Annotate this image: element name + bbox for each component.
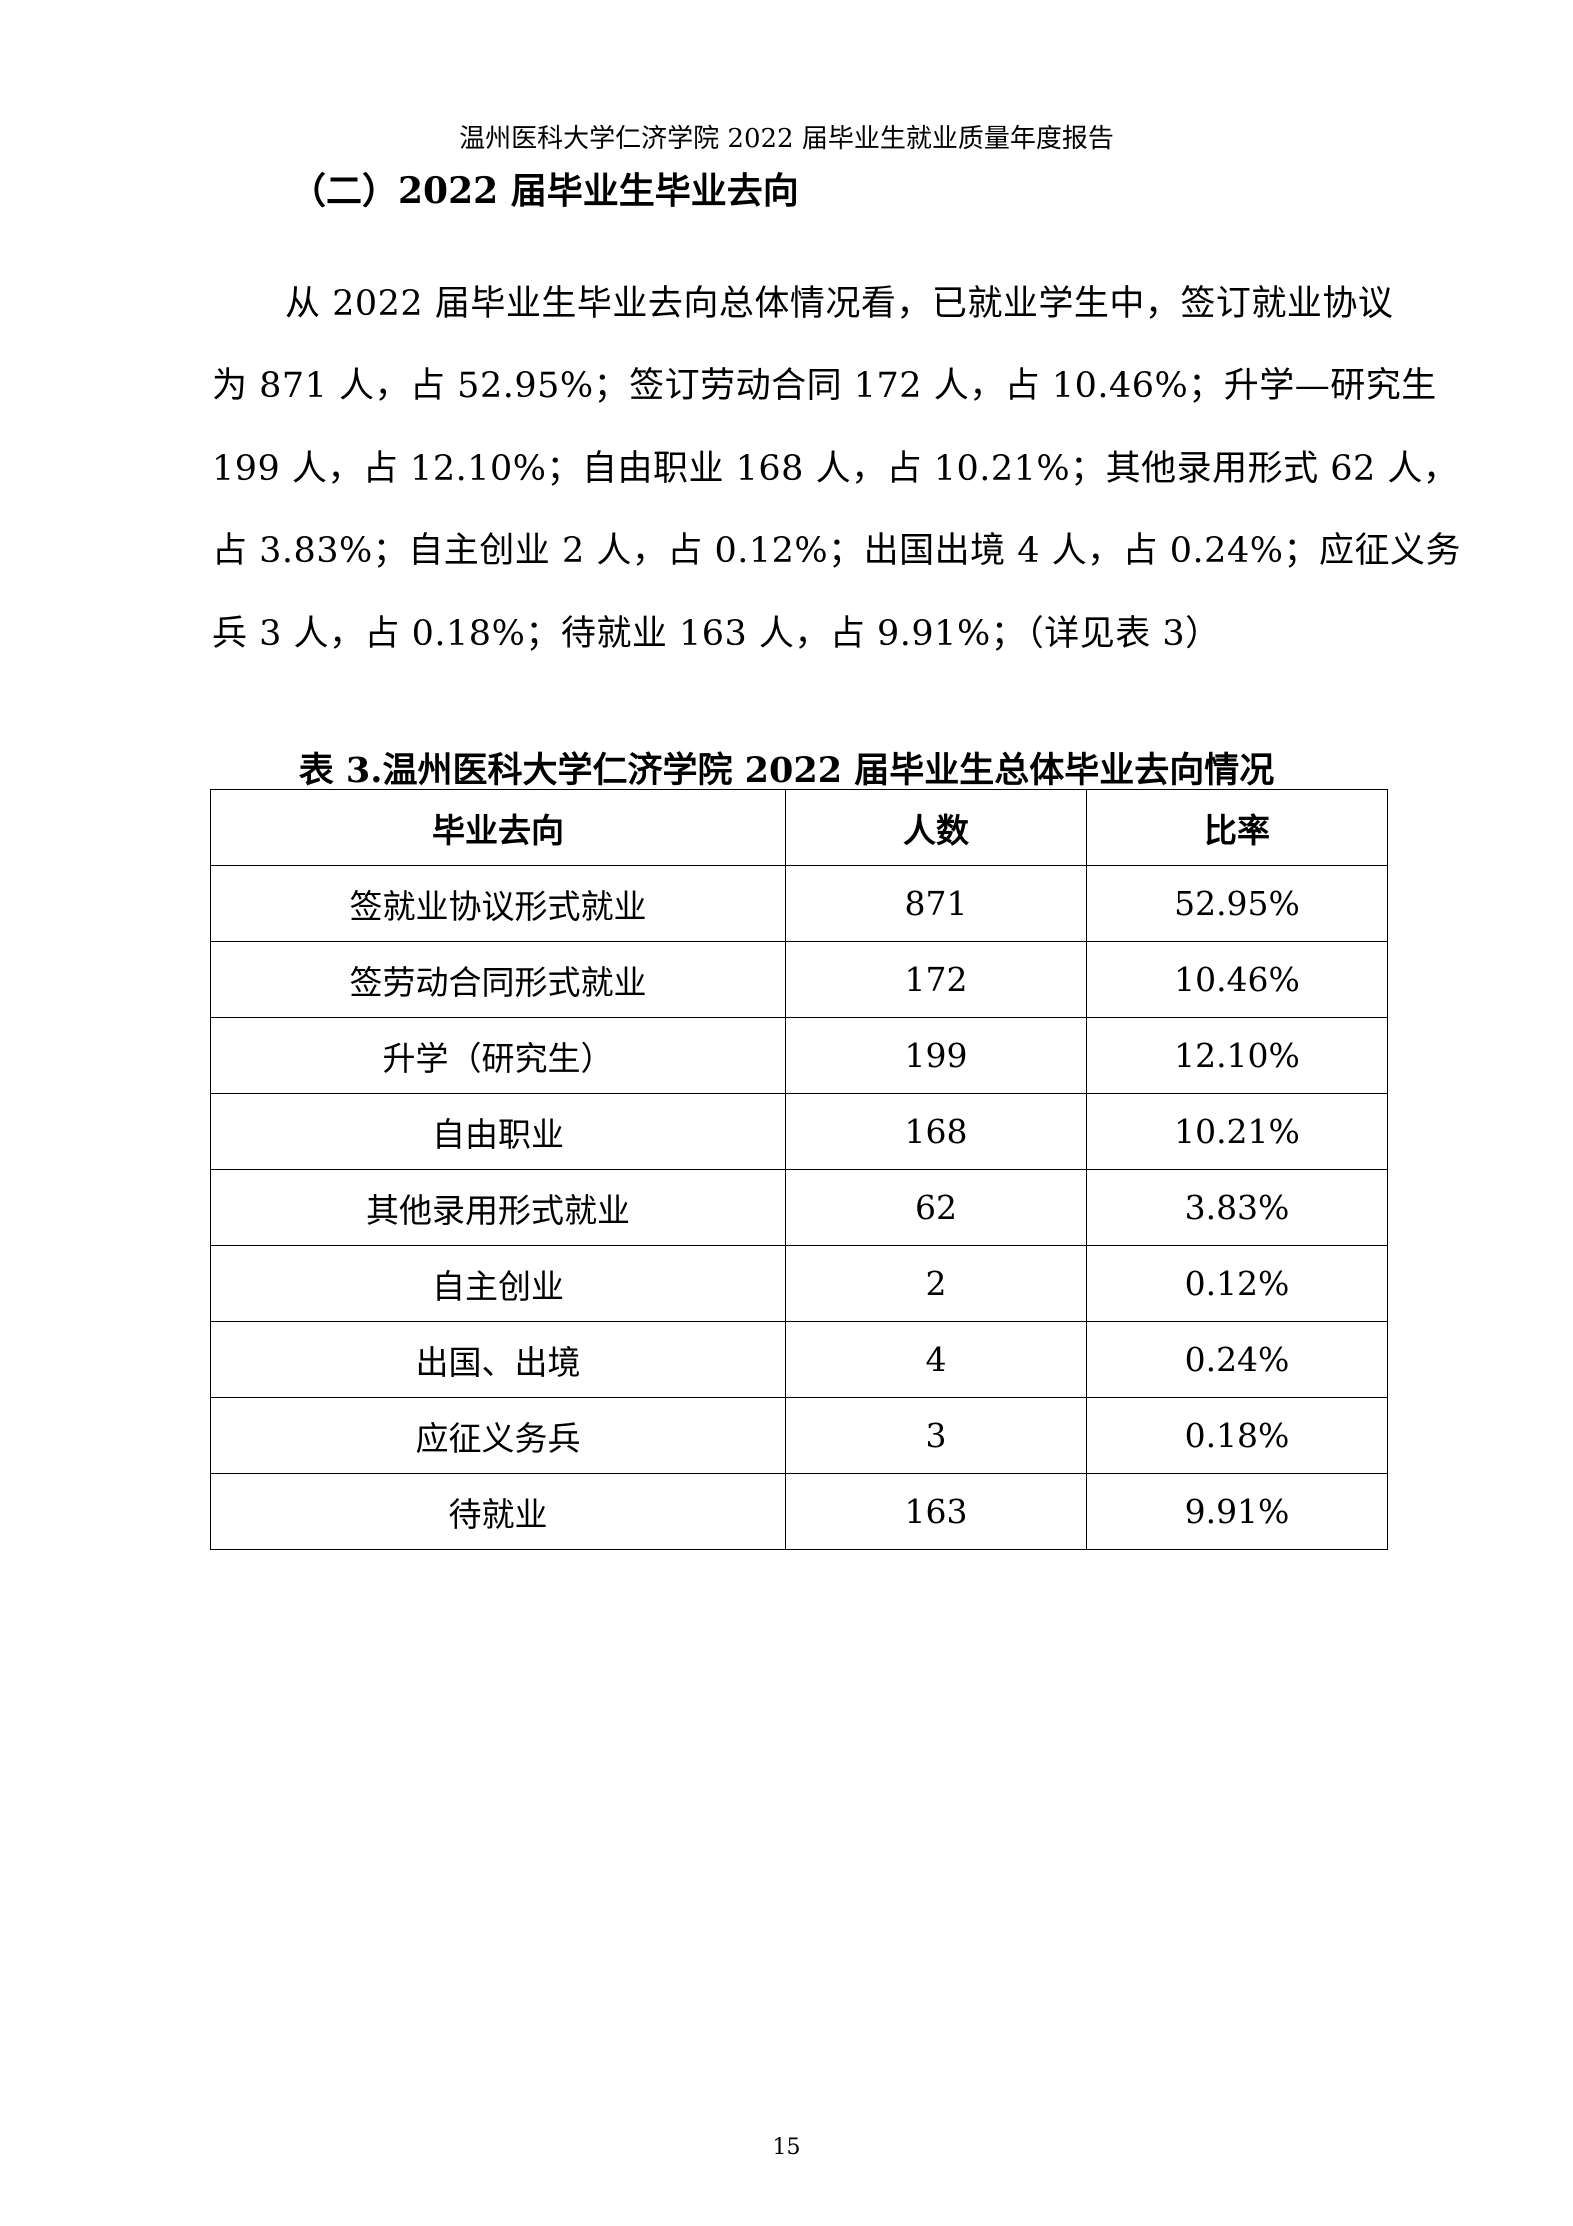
cell-rate: 0.12% — [1086, 1245, 1388, 1322]
cell-count: 62 — [785, 1169, 1087, 1246]
cell-count: 163 — [785, 1473, 1087, 1550]
cell-destination: 自主创业 — [210, 1245, 786, 1322]
cell-rate: 0.24% — [1086, 1321, 1388, 1398]
table-row: 升学（研究生） 199 12.10% — [210, 1017, 1388, 1094]
cell-destination: 自由职业 — [210, 1093, 786, 1170]
table-header-row: 毕业去向 人数 比率 — [210, 789, 1388, 866]
cell-count: 168 — [785, 1093, 1087, 1170]
table-row: 签劳动合同形式就业 172 10.46% — [210, 941, 1388, 1018]
paragraph-line: 兵 3 人，占 0.18%；待就业 163 人，占 9.91%；（详见表 3） — [212, 614, 1221, 654]
cell-rate: 9.91% — [1086, 1473, 1388, 1550]
cell-rate: 3.83% — [1086, 1169, 1388, 1246]
table-row: 自主创业 2 0.12% — [210, 1245, 1388, 1322]
cell-rate: 12.10% — [1086, 1017, 1388, 1094]
destination-table: 毕业去向 人数 比率 签就业协议形式就业 871 52.95% 签劳动合同形式就业 17… — [210, 789, 1388, 1550]
cell-destination: 升学（研究生） — [210, 1017, 786, 1094]
header-count: 人数 — [785, 789, 1087, 866]
paragraph-line: 199 人，占 12.10%；自由职业 168 人，占 10.21%；其他录用形… — [212, 449, 1459, 489]
cell-destination: 待就业 — [210, 1473, 786, 1550]
table-row: 自由职业 168 10.21% — [210, 1093, 1388, 1170]
cell-rate: 0.18% — [1086, 1397, 1388, 1474]
table-caption: 表 3.温州医科大学仁济学院 2022 届毕业生总体毕业去向情况 — [298, 750, 1275, 791]
cell-rate: 10.21% — [1086, 1093, 1388, 1170]
cell-count: 3 — [785, 1397, 1087, 1474]
header-rate: 比率 — [1086, 789, 1388, 866]
cell-count: 4 — [785, 1321, 1087, 1398]
page-number: 15 — [772, 2135, 801, 2160]
paragraph-line: 从 2022 届毕业生毕业去向总体情况看，已就业学生中，签订就业协议 — [285, 284, 1394, 324]
table-row: 出国、出境 4 0.24% — [210, 1321, 1388, 1398]
header-destination: 毕业去向 — [210, 789, 786, 866]
cell-destination: 其他录用形式就业 — [210, 1169, 786, 1246]
cell-count: 199 — [785, 1017, 1087, 1094]
cell-destination: 应征义务兵 — [210, 1397, 786, 1474]
cell-count: 172 — [785, 941, 1087, 1018]
cell-rate: 10.46% — [1086, 941, 1388, 1018]
cell-count: 871 — [785, 865, 1087, 942]
cell-destination: 出国、出境 — [210, 1321, 786, 1398]
section-heading: （二）2022 届毕业生毕业去向 — [290, 170, 799, 212]
table-row: 其他录用形式就业 62 3.83% — [210, 1169, 1388, 1246]
cell-destination: 签就业协议形式就业 — [210, 865, 786, 942]
cell-rate: 52.95% — [1086, 865, 1388, 942]
paragraph-line: 为 871 人，占 52.95%；签订劳动合同 172 人，占 10.46%；升… — [212, 366, 1437, 406]
table-row: 签就业协议形式就业 871 52.95% — [210, 865, 1388, 942]
cell-destination: 签劳动合同形式就业 — [210, 941, 786, 1018]
running-header: 温州医科大学仁济学院 2022 届毕业生就业质量年度报告 — [459, 124, 1114, 154]
table-row: 待就业 163 9.91% — [210, 1473, 1388, 1550]
paragraph-line: 占 3.83%；自主创业 2 人，占 0.12%；出国出境 4 人，占 0.24… — [212, 531, 1461, 571]
cell-count: 2 — [785, 1245, 1087, 1322]
table-row: 应征义务兵 3 0.18% — [210, 1397, 1388, 1474]
